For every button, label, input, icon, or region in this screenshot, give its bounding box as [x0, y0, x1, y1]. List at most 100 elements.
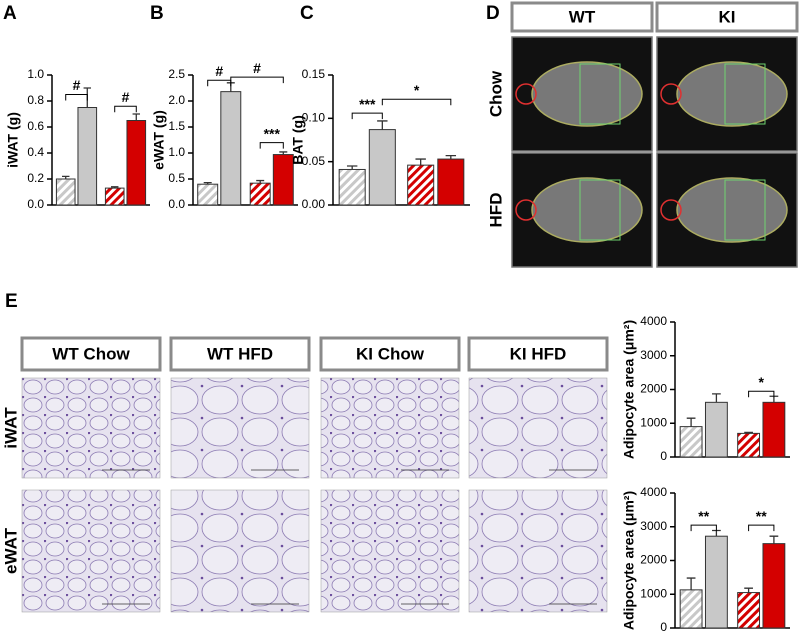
bar — [197, 183, 219, 206]
bar — [126, 120, 147, 206]
y-tick-label: 0.00 — [302, 197, 326, 211]
histology-image — [468, 377, 608, 479]
error-bar — [110, 186, 119, 189]
y-tick-label: 2000 — [640, 553, 667, 567]
roi — [724, 63, 766, 125]
head-roi — [515, 199, 537, 221]
row-label: HFD — [486, 193, 505, 228]
y-axis-label: eWAT (g) — [151, 110, 167, 170]
y-tick-label: 1.0 — [27, 67, 44, 81]
column-header: WT — [569, 7, 596, 26]
row-label: iWAT — [1, 407, 20, 449]
significance-label: # — [215, 63, 223, 79]
histology-image — [468, 489, 608, 613]
significance-bracket — [748, 524, 775, 532]
bar — [737, 592, 761, 629]
roi — [724, 179, 766, 241]
significance-label: # — [122, 89, 130, 105]
y-tick-label: 0.10 — [302, 111, 326, 125]
y-tick-label: 3000 — [640, 519, 667, 533]
significance-label: *** — [359, 96, 376, 112]
histology-image — [21, 489, 161, 613]
significance-bracket — [748, 390, 775, 398]
mouse-body — [531, 177, 643, 243]
error-bar — [346, 165, 358, 170]
y-tick-label: 4000 — [640, 485, 667, 499]
error-bar — [445, 154, 457, 160]
column-header-box — [510, 1, 654, 33]
significance-bracket — [690, 524, 717, 532]
y-tick-label: 0 — [660, 449, 667, 463]
bar — [77, 107, 98, 206]
bar — [407, 164, 435, 206]
bar — [704, 535, 728, 629]
head-roi — [660, 83, 682, 105]
bar — [762, 543, 786, 629]
bar — [220, 91, 242, 206]
bar — [249, 182, 271, 206]
column-header: KI HFD — [510, 344, 567, 363]
significance-bracket — [65, 94, 88, 101]
mouse-body — [676, 177, 788, 243]
mouse-body — [676, 61, 788, 127]
error-bar — [415, 158, 426, 166]
y-axis-label: iWAT (g) — [5, 112, 21, 168]
bar — [762, 401, 786, 458]
significance-bracket — [230, 76, 284, 84]
column-header: KI — [719, 7, 736, 26]
significance-label: # — [73, 77, 81, 93]
y-axis-label: BAT (g) — [290, 115, 306, 165]
error-bar — [686, 577, 696, 590]
head-roi — [515, 83, 537, 105]
error-bar — [712, 529, 721, 537]
y-tick-label: 4000 — [640, 314, 667, 328]
panel-label: B — [150, 3, 164, 24]
roi — [579, 179, 621, 241]
y-tick-label: 2.5 — [168, 67, 185, 81]
column-header-box — [169, 336, 311, 372]
bar — [737, 432, 761, 458]
significance-label: * — [759, 374, 765, 390]
bar — [368, 129, 396, 206]
error-bar — [712, 393, 721, 403]
error-bar — [203, 181, 212, 185]
histology-image — [21, 377, 161, 479]
y-tick-label: 0.0 — [168, 197, 185, 211]
error-bar — [256, 179, 265, 184]
y-tick-label: 1.0 — [168, 145, 185, 159]
column-header: WT Chow — [52, 344, 130, 363]
y-tick-label: 1000 — [640, 586, 667, 600]
error-bar — [279, 151, 288, 155]
bar — [338, 168, 366, 206]
column-header: WT HFD — [207, 344, 273, 363]
histology-image — [170, 489, 310, 613]
y-axis-label: Adipocyte area (μm²) — [621, 320, 637, 459]
bar — [104, 187, 125, 206]
significance-bracket — [351, 112, 383, 120]
significance-bracket — [114, 105, 137, 113]
column-header-box — [319, 336, 461, 372]
error-bar — [744, 587, 753, 593]
error-bar — [744, 431, 753, 434]
significance-label: ** — [698, 508, 709, 524]
bar — [437, 158, 465, 206]
y-tick-label: 0.6 — [27, 119, 44, 133]
y-tick-label: 0.4 — [27, 145, 44, 159]
error-bar — [769, 535, 779, 544]
panel-label: A — [3, 3, 17, 24]
panel-label: E — [5, 291, 18, 312]
roi — [579, 63, 621, 125]
y-tick-label: 2000 — [640, 382, 667, 396]
significance-label: # — [253, 60, 261, 76]
y-tick-label: 1.5 — [168, 119, 185, 133]
significance-bracket — [381, 98, 452, 106]
y-tick-label: 0.5 — [168, 171, 185, 185]
significance-bracket — [207, 79, 232, 87]
significance-label: ** — [756, 508, 767, 524]
significance-label: *** — [264, 125, 281, 141]
column-header-box — [655, 1, 799, 33]
error-bar — [377, 120, 388, 130]
histology-image — [170, 377, 310, 479]
